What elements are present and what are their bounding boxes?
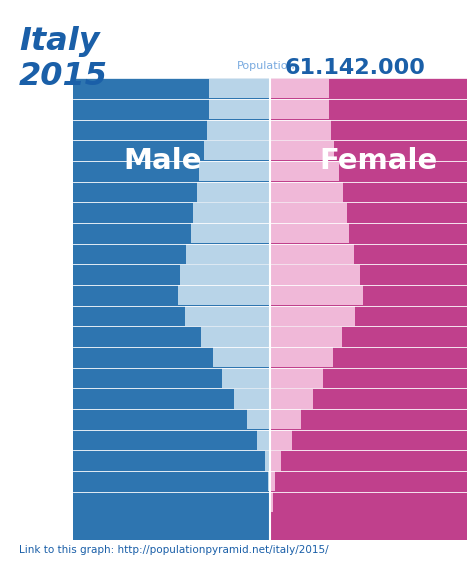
Bar — [270, 182, 343, 202]
Bar — [270, 389, 467, 409]
Bar — [270, 140, 467, 161]
Text: Population:: Population: — [237, 61, 299, 71]
Bar — [73, 450, 270, 471]
Bar — [73, 492, 270, 512]
Bar — [209, 99, 270, 119]
Bar — [270, 347, 333, 367]
Text: Link to this graph: http://populationpyramid.net/italy/2015/: Link to this graph: http://populationpyr… — [19, 545, 328, 555]
Text: Italy: Italy — [19, 26, 100, 57]
Bar — [270, 389, 313, 409]
Bar — [73, 285, 270, 306]
Bar — [73, 161, 270, 182]
Bar — [186, 244, 270, 264]
Bar — [270, 162, 338, 181]
Bar — [247, 409, 270, 429]
Bar — [73, 347, 270, 368]
Bar — [269, 492, 270, 512]
Bar — [270, 120, 331, 140]
Bar — [270, 223, 349, 243]
Bar — [73, 223, 270, 244]
Bar — [270, 285, 363, 305]
Bar — [213, 347, 270, 367]
Bar — [270, 244, 467, 264]
Bar — [222, 368, 270, 388]
Bar — [73, 430, 270, 450]
Bar — [200, 162, 270, 181]
Bar — [270, 119, 467, 140]
Bar — [209, 79, 270, 98]
Bar — [73, 140, 270, 161]
Bar — [270, 78, 467, 99]
Bar — [270, 368, 323, 388]
Bar — [73, 327, 270, 347]
Bar — [201, 327, 270, 347]
Bar — [73, 389, 270, 409]
Bar — [270, 306, 356, 326]
Bar — [73, 182, 270, 202]
Bar — [191, 223, 270, 243]
Bar — [270, 512, 467, 540]
Bar — [270, 285, 467, 306]
Bar — [270, 141, 334, 160]
Bar — [185, 306, 270, 326]
Bar — [73, 78, 270, 99]
Bar — [73, 119, 270, 140]
Text: Female: Female — [319, 147, 437, 175]
Bar — [270, 79, 329, 98]
Bar — [270, 182, 467, 202]
Bar — [73, 512, 270, 540]
Bar — [270, 430, 292, 450]
Bar — [178, 285, 270, 305]
Bar — [73, 471, 270, 492]
Bar — [73, 306, 270, 327]
Bar — [270, 265, 360, 284]
Bar — [270, 368, 467, 389]
Bar — [270, 471, 467, 492]
Text: Male: Male — [123, 147, 201, 175]
Bar — [270, 244, 354, 264]
Bar — [73, 244, 270, 264]
Bar — [193, 203, 270, 222]
Bar — [268, 471, 270, 492]
Bar — [270, 430, 467, 450]
Bar — [270, 492, 467, 512]
Bar — [270, 492, 273, 512]
Bar — [234, 389, 270, 409]
Bar — [270, 223, 467, 244]
Bar — [270, 99, 329, 119]
Bar — [73, 202, 270, 223]
Bar — [204, 141, 270, 160]
Bar — [270, 306, 467, 327]
Bar — [207, 120, 270, 140]
Bar — [257, 430, 270, 450]
Bar — [270, 451, 281, 471]
Bar — [270, 409, 467, 430]
Bar — [270, 264, 467, 285]
Bar — [270, 203, 347, 222]
Bar — [197, 182, 270, 202]
Bar — [270, 471, 275, 492]
Bar — [270, 409, 301, 429]
Bar — [73, 368, 270, 389]
Bar — [270, 327, 342, 347]
Text: 2015: 2015 — [19, 61, 108, 92]
Bar — [270, 450, 467, 471]
Bar — [180, 265, 270, 284]
Bar — [270, 327, 467, 347]
Bar — [270, 161, 467, 182]
Bar — [73, 99, 270, 119]
Bar — [265, 451, 270, 471]
Bar — [73, 409, 270, 430]
Bar — [270, 202, 467, 223]
Bar — [270, 99, 467, 119]
Bar — [270, 347, 467, 368]
Bar — [73, 264, 270, 285]
Text: 61.142.000: 61.142.000 — [284, 58, 425, 78]
